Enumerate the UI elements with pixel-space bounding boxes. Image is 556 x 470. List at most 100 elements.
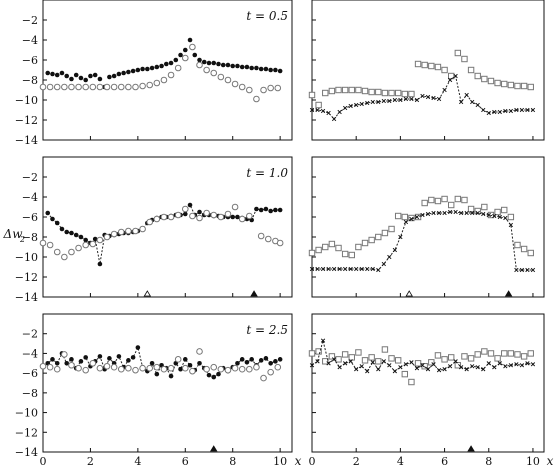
data-point bbox=[414, 214, 420, 220]
data-point bbox=[308, 249, 316, 257]
axis-triangle-marker bbox=[210, 445, 218, 452]
data-point bbox=[341, 86, 349, 94]
data-point bbox=[401, 370, 409, 378]
data-point bbox=[381, 98, 386, 104]
data-point bbox=[355, 86, 362, 94]
data-point bbox=[441, 66, 448, 74]
data-point bbox=[341, 351, 349, 358]
data-point bbox=[503, 215, 508, 221]
series-cross-dotted bbox=[309, 338, 536, 374]
data-point bbox=[398, 97, 403, 103]
data-point bbox=[253, 363, 260, 371]
data-point bbox=[220, 62, 226, 68]
y-axis-label-subscript: 2 bbox=[19, 235, 25, 244]
data-point bbox=[497, 214, 502, 220]
data-point bbox=[273, 67, 278, 73]
y-tick-label: −4 bbox=[22, 191, 38, 204]
data-point bbox=[320, 338, 326, 343]
data-point bbox=[153, 79, 161, 87]
data-point bbox=[514, 82, 521, 90]
data-point bbox=[497, 361, 502, 366]
data-point bbox=[89, 240, 97, 248]
data-point bbox=[69, 230, 74, 236]
data-point bbox=[187, 362, 193, 368]
panel-2-left: −2 −4 −6 −8 −10 −12 −14 t = 1.0 bbox=[15, 156, 293, 304]
data-point bbox=[315, 266, 320, 272]
data-point bbox=[125, 83, 132, 91]
data-point bbox=[365, 266, 370, 272]
data-point bbox=[82, 366, 89, 374]
data-point bbox=[258, 358, 264, 363]
data-point bbox=[210, 69, 218, 77]
y-tick-label: −10 bbox=[15, 407, 38, 420]
data-point bbox=[527, 83, 534, 91]
data-point bbox=[461, 196, 468, 204]
panel-frame bbox=[42, 156, 293, 298]
data-point bbox=[375, 88, 382, 96]
data-point bbox=[401, 213, 409, 221]
data-point bbox=[441, 195, 448, 203]
x-tick-label: 0 bbox=[309, 455, 316, 468]
time-label: t = 1.0 bbox=[246, 166, 288, 180]
data-point bbox=[501, 206, 508, 214]
data-point bbox=[268, 67, 273, 73]
data-point bbox=[126, 69, 131, 75]
data-point bbox=[309, 266, 315, 272]
data-point bbox=[206, 60, 212, 66]
data-point bbox=[507, 350, 515, 357]
data-point bbox=[354, 367, 359, 372]
data-point bbox=[365, 100, 370, 106]
data-point bbox=[78, 359, 84, 364]
data-point bbox=[130, 355, 136, 360]
y-tick-label: −12 bbox=[15, 114, 38, 127]
data-point bbox=[328, 353, 336, 360]
data-point bbox=[492, 365, 497, 370]
data-point bbox=[335, 244, 342, 252]
y-tick-label: −6 bbox=[22, 367, 38, 380]
y-tick-label: −6 bbox=[22, 211, 38, 224]
data-point bbox=[403, 219, 409, 225]
data-point bbox=[431, 95, 436, 101]
data-point bbox=[525, 361, 530, 366]
data-point bbox=[230, 63, 236, 69]
data-point bbox=[197, 57, 202, 63]
data-point bbox=[181, 364, 189, 372]
data-point bbox=[428, 196, 435, 204]
data-point bbox=[508, 108, 514, 114]
data-point bbox=[326, 361, 331, 366]
data-point bbox=[83, 77, 88, 83]
data-point bbox=[244, 64, 250, 70]
data-point bbox=[116, 71, 122, 77]
data-point bbox=[182, 211, 188, 217]
axis-triangle-marker bbox=[405, 290, 413, 297]
data-point bbox=[414, 213, 422, 221]
data-point bbox=[61, 83, 68, 91]
y-tick-label: −4 bbox=[22, 347, 38, 360]
data-point bbox=[368, 354, 375, 361]
x-tick-label: 2 bbox=[353, 455, 360, 468]
x-tick-label: 2 bbox=[87, 455, 94, 468]
data-point bbox=[514, 107, 519, 113]
data-point bbox=[235, 360, 240, 366]
series-open-square bbox=[308, 346, 534, 386]
data-point bbox=[69, 76, 74, 82]
data-point bbox=[126, 358, 131, 363]
data-point bbox=[110, 363, 118, 371]
data-point bbox=[260, 86, 267, 94]
data-point bbox=[230, 214, 236, 220]
data-point bbox=[494, 79, 501, 87]
data-point bbox=[392, 369, 398, 374]
data-point bbox=[263, 356, 269, 361]
data-point bbox=[354, 102, 359, 108]
data-point bbox=[361, 87, 369, 95]
data-point bbox=[107, 356, 112, 361]
data-point bbox=[464, 210, 469, 216]
x-tick-label: 6 bbox=[182, 455, 189, 468]
data-point bbox=[376, 267, 381, 273]
data-point bbox=[268, 360, 273, 366]
y-tick-label: −14 bbox=[15, 291, 38, 304]
data-point bbox=[403, 96, 409, 102]
data-point bbox=[448, 201, 455, 209]
data-point bbox=[97, 261, 103, 267]
data-point bbox=[326, 266, 331, 272]
